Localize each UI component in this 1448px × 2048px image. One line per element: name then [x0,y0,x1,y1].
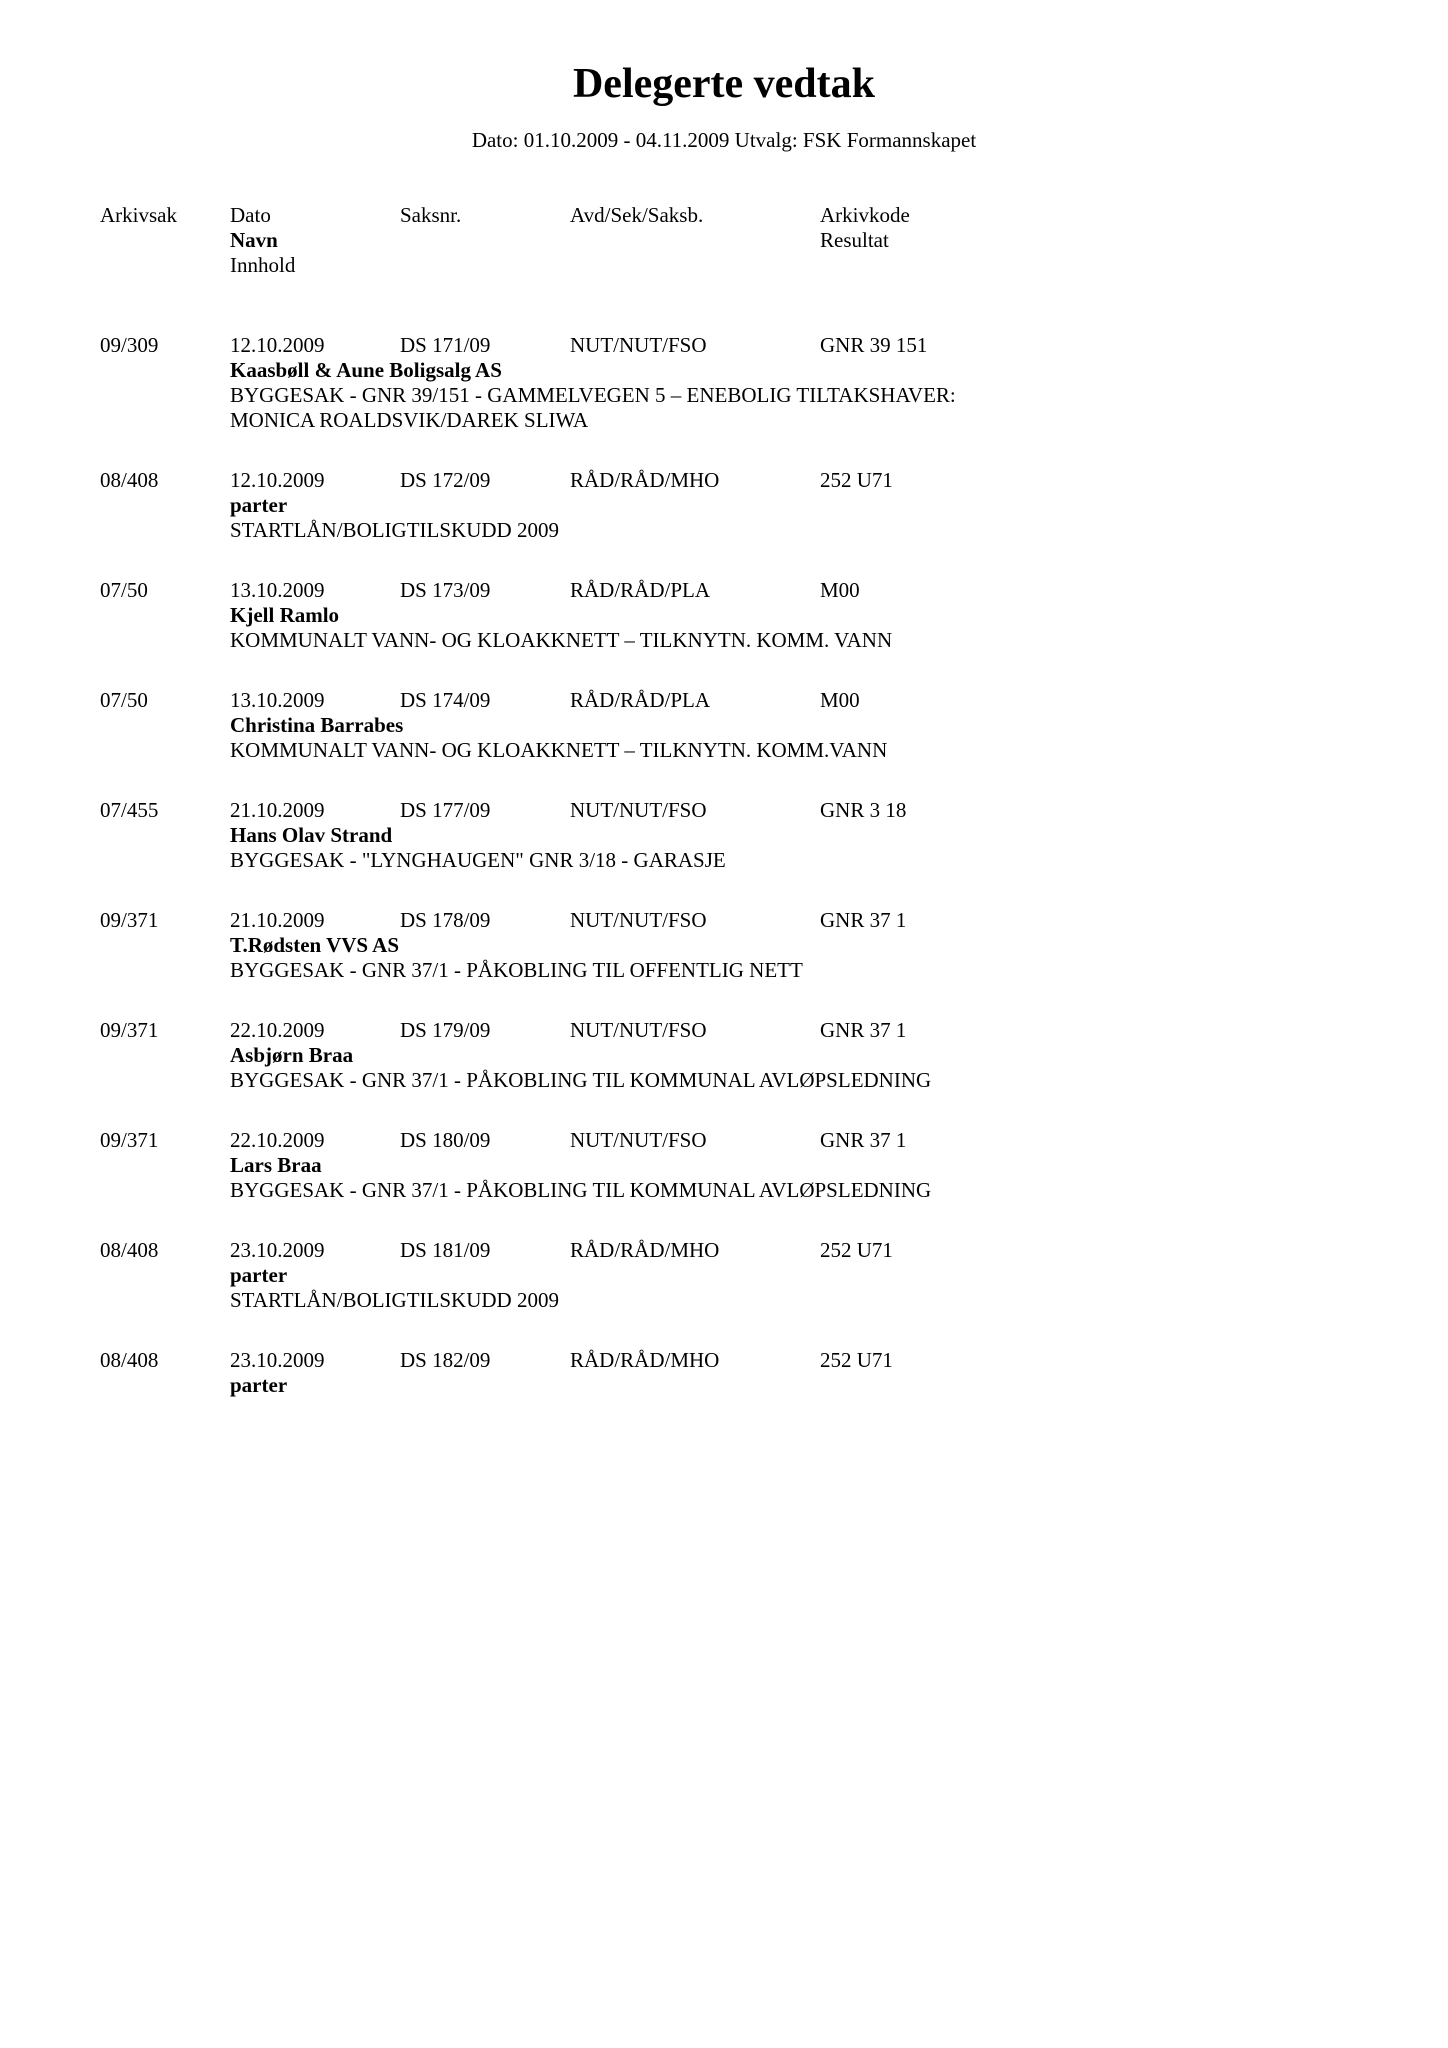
entry-navn: Asbjørn Braa [230,1043,1348,1068]
entry-innhold: KOMMUNALT VANN- OG KLOAKKNETT – TILKNYTN… [230,738,990,763]
entry-arkivkode: M00 [820,578,1348,603]
entry-saksnr: DS 174/09 [400,688,570,713]
header-dato: Dato [230,203,400,228]
entry: 07/5013.10.2009DS 173/09RÅD/RÅD/PLAM00Kj… [100,578,1348,653]
entries-list: 09/30912.10.2009DS 171/09NUT/NUT/FSOGNR … [100,333,1348,1398]
entry-saksnr: DS 172/09 [400,468,570,493]
entry-arkivsak: 09/309 [100,333,230,358]
header-avd: Avd/Sek/Saksb. [570,203,820,228]
entry-arkivkode: GNR 39 151 [820,333,1348,358]
entry-innhold: STARTLÅN/BOLIGTILSKUDD 2009 [230,1288,990,1313]
entry: 08/40812.10.2009DS 172/09RÅD/RÅD/MHO252 … [100,468,1348,543]
entry-avd: RÅD/RÅD/PLA [570,688,820,713]
entry-navn: Kjell Ramlo [230,603,1348,628]
entry-innhold: BYGGESAK - GNR 37/1 - PÅKOBLING TIL OFFE… [230,958,990,983]
entry-avd: NUT/NUT/FSO [570,908,820,933]
entry-dato: 23.10.2009 [230,1238,400,1263]
entry-saksnr: DS 177/09 [400,798,570,823]
entry-saksnr: DS 179/09 [400,1018,570,1043]
entry-navn: Kaasbøll & Aune Boligsalg AS [230,358,1348,383]
entry-arkivkode: 252 U71 [820,1348,1348,1373]
entry-avd: NUT/NUT/FSO [570,798,820,823]
entry: 07/45521.10.2009DS 177/09NUT/NUT/FSOGNR … [100,798,1348,873]
entry-arkivsak: 09/371 [100,908,230,933]
entry-avd: NUT/NUT/FSO [570,1128,820,1153]
entry-avd: RÅD/RÅD/PLA [570,578,820,603]
entry-avd: RÅD/RÅD/MHO [570,468,820,493]
entry-dato: 21.10.2009 [230,798,400,823]
header-resultat: Resultat [820,228,1348,253]
entry-arkivsak: 07/50 [100,688,230,713]
entry-avd: NUT/NUT/FSO [570,333,820,358]
entry-navn: Hans Olav Strand [230,823,1348,848]
entry-saksnr: DS 178/09 [400,908,570,933]
header-saksnr: Saksnr. [400,203,570,228]
entry: 09/30912.10.2009DS 171/09NUT/NUT/FSOGNR … [100,333,1348,433]
entry-avd: RÅD/RÅD/MHO [570,1348,820,1373]
entry: 08/40823.10.2009DS 181/09RÅD/RÅD/MHO252 … [100,1238,1348,1313]
entry-saksnr: DS 181/09 [400,1238,570,1263]
entry-dato: 13.10.2009 [230,688,400,713]
entry-dato: 12.10.2009 [230,333,400,358]
entry-arkivsak: 08/408 [100,1348,230,1373]
entry-saksnr: DS 180/09 [400,1128,570,1153]
entry-arkivsak: 07/50 [100,578,230,603]
entry: 07/5013.10.2009DS 174/09RÅD/RÅD/PLAM00Ch… [100,688,1348,763]
entry-arkivkode: GNR 37 1 [820,908,1348,933]
entry-arkivsak: 08/408 [100,468,230,493]
entry-arkivkode: GNR 37 1 [820,1128,1348,1153]
entry-navn: Lars Braa [230,1153,1348,1178]
entry-saksnr: DS 171/09 [400,333,570,358]
header-navn: Navn [230,228,400,253]
entry-arkivsak: 07/455 [100,798,230,823]
entry-arkivsak: 09/371 [100,1018,230,1043]
entry-avd: NUT/NUT/FSO [570,1018,820,1043]
entry-arkivkode: GNR 3 18 [820,798,1348,823]
entry-innhold: STARTLÅN/BOLIGTILSKUDD 2009 [230,518,990,543]
entry-navn: parter [230,1263,1348,1288]
entry-navn: parter [230,493,1348,518]
entry-dato: 12.10.2009 [230,468,400,493]
entry-saksnr: DS 182/09 [400,1348,570,1373]
entry-navn: Christina Barrabes [230,713,1348,738]
entry-dato: 23.10.2009 [230,1348,400,1373]
entry-innhold: BYGGESAK - "LYNGHAUGEN" GNR 3/18 - GARAS… [230,848,990,873]
entry-dato: 22.10.2009 [230,1018,400,1043]
page-subtitle: Dato: 01.10.2009 - 04.11.2009 Utvalg: FS… [100,128,1348,153]
entry-arkivkode: GNR 37 1 [820,1018,1348,1043]
entry-innhold: BYGGESAK - GNR 37/1 - PÅKOBLING TIL KOMM… [230,1068,990,1093]
header-arkivsak: Arkivsak [100,203,230,228]
entry-dato: 13.10.2009 [230,578,400,603]
entry: 09/37121.10.2009DS 178/09NUT/NUT/FSOGNR … [100,908,1348,983]
entry: 08/40823.10.2009DS 182/09RÅD/RÅD/MHO252 … [100,1348,1348,1398]
entry-dato: 21.10.2009 [230,908,400,933]
entry-arkivkode: M00 [820,688,1348,713]
header-innhold: Innhold [230,253,400,278]
entry-avd: RÅD/RÅD/MHO [570,1238,820,1263]
column-headers: Arkivsak Dato Saksnr. Avd/Sek/Saksb. Ark… [100,203,1348,278]
entry-saksnr: DS 173/09 [400,578,570,603]
entry: 09/37122.10.2009DS 179/09NUT/NUT/FSOGNR … [100,1018,1348,1093]
entry-arkivsak: 08/408 [100,1238,230,1263]
entry-navn: parter [230,1373,1348,1398]
entry-dato: 22.10.2009 [230,1128,400,1153]
entry: 09/37122.10.2009DS 180/09NUT/NUT/FSOGNR … [100,1128,1348,1203]
entry-innhold: BYGGESAK - GNR 39/151 - GAMMELVEGEN 5 – … [230,383,990,433]
entry-arkivkode: 252 U71 [820,468,1348,493]
entry-innhold: KOMMUNALT VANN- OG KLOAKKNETT – TILKNYTN… [230,628,990,653]
entry-innhold: BYGGESAK - GNR 37/1 - PÅKOBLING TIL KOMM… [230,1178,990,1203]
entry-arkivsak: 09/371 [100,1128,230,1153]
header-arkivkode: Arkivkode [820,203,1348,228]
entry-arkivkode: 252 U71 [820,1238,1348,1263]
entry-navn: T.Rødsten VVS AS [230,933,1348,958]
page-title: Delegerte vedtak [100,60,1348,108]
